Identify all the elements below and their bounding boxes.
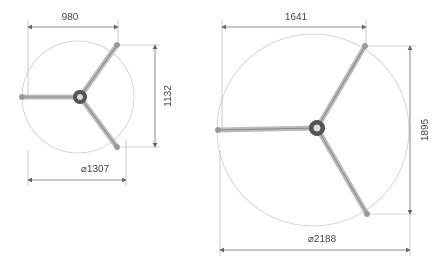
large-unit: 1641 1895 ⌀2188 <box>215 12 431 256</box>
tripod <box>215 43 370 217</box>
small-unit: 980 1132 ⌀1307 <box>19 12 174 186</box>
diameter-label: ⌀2188 <box>308 234 337 245</box>
height-label: 1895 <box>420 118 431 141</box>
diameter-label: ⌀1307 <box>81 164 110 175</box>
width-label: 1641 <box>285 12 308 23</box>
height-label: 1132 <box>163 85 174 107</box>
width-label: 980 <box>62 12 79 23</box>
drawing-sheet: 980 1132 ⌀1307 1641 18 <box>0 0 440 260</box>
tripod <box>19 42 120 150</box>
